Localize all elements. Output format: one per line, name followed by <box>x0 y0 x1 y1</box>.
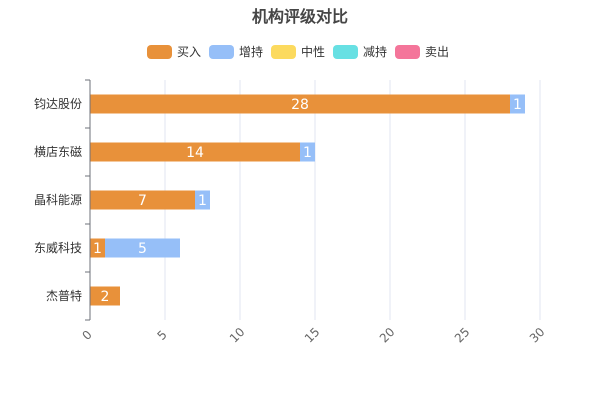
x-tick-label-4: 20 <box>377 325 398 346</box>
x-tick-label-2: 10 <box>227 325 248 346</box>
legend-label-2[interactable]: 中性 <box>301 44 325 59</box>
x-tick-label-3: 15 <box>302 325 323 346</box>
bar-3-1[interactable] <box>105 238 180 258</box>
legend-swatch-1[interactable] <box>209 45 234 59</box>
chart-title: 机构评级对比 <box>252 7 348 26</box>
bar-label-4-0: 2 <box>101 289 110 305</box>
bar-label-1-1: 1 <box>303 145 312 161</box>
legend-label-4[interactable]: 卖出 <box>425 45 449 59</box>
legend-swatch-3[interactable] <box>333 45 358 59</box>
bar-label-2-1: 1 <box>198 193 207 209</box>
bar-0-0[interactable] <box>90 94 510 114</box>
legend: 买入 增持 中性 减持 卖出 <box>147 44 449 59</box>
x-tick-label-5: 25 <box>452 325 473 346</box>
category-label-3: 东威科技 <box>34 241 82 255</box>
category-label-2: 晶科能源 <box>34 193 82 207</box>
legend-label-3[interactable]: 减持 <box>363 44 387 59</box>
category-label-1: 横店东磁 <box>34 144 82 159</box>
legend-label-1[interactable]: 增持 <box>239 44 263 59</box>
bars: 28 1 14 1 7 1 1 5 2 <box>90 94 525 306</box>
legend-label-0[interactable]: 买入 <box>177 45 201 59</box>
x-tick-label-0: 0 <box>80 328 95 343</box>
bar-label-2-0: 7 <box>138 193 147 209</box>
bar-4-0[interactable] <box>90 286 120 306</box>
legend-swatch-4[interactable] <box>395 45 420 59</box>
x-tick-label-6: 30 <box>527 325 548 346</box>
bar-label-3-1: 5 <box>138 241 147 257</box>
bar-2-0[interactable] <box>90 190 195 210</box>
bar-3-0[interactable] <box>90 238 105 258</box>
bar-label-0-0: 28 <box>291 97 309 113</box>
bar-label-3-0: 1 <box>93 241 102 257</box>
bar-0-1[interactable] <box>510 94 525 114</box>
category-label-0: 钧达股份 <box>34 97 82 111</box>
bar-label-1-0: 14 <box>186 145 204 161</box>
grid-lines <box>164 80 541 320</box>
legend-swatch-2[interactable] <box>271 45 296 59</box>
category-label-4: 杰普特 <box>46 288 82 303</box>
x-tick-label-1: 5 <box>155 328 170 343</box>
bar-1-1[interactable] <box>300 142 315 162</box>
bar-1-0[interactable] <box>90 142 300 162</box>
bar-label-0-1: 1 <box>513 97 522 113</box>
bar-2-1[interactable] <box>195 190 210 210</box>
legend-swatch-0[interactable] <box>147 45 172 59</box>
